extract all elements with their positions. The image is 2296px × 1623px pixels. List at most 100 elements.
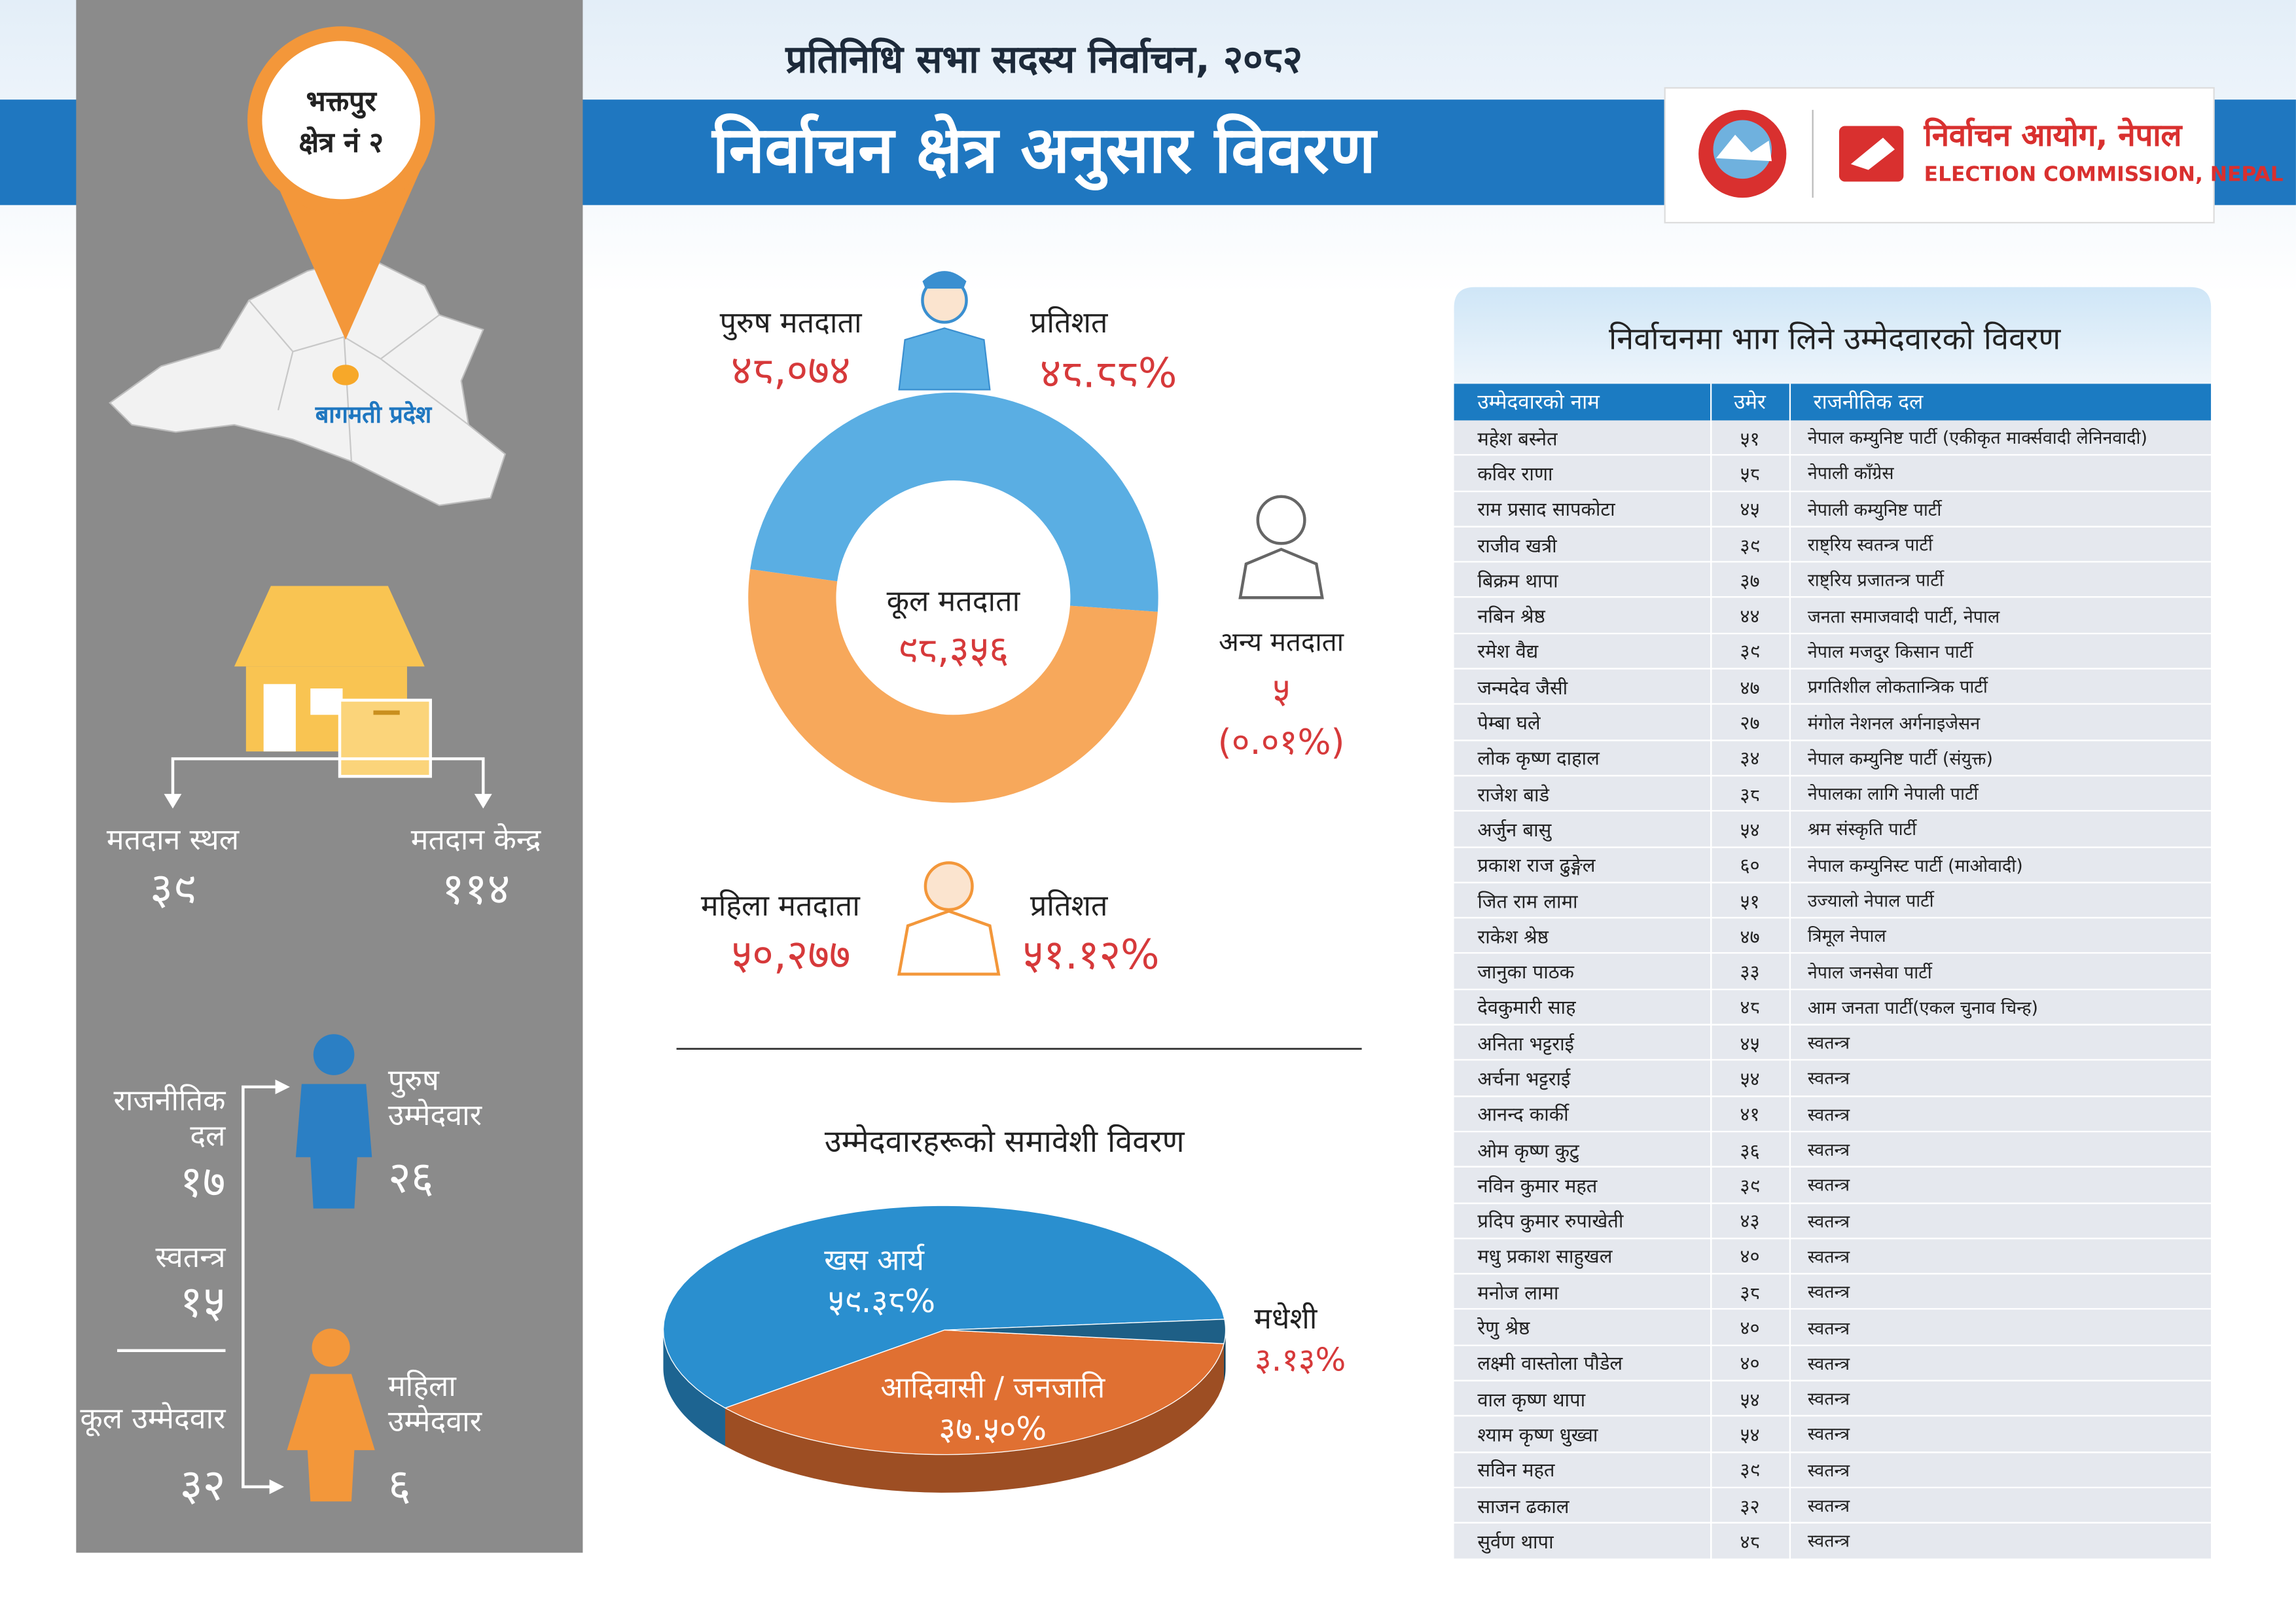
candidate-age: ४८ — [1710, 1523, 1790, 1560]
candidate-table: उम्मेदवारको नाम उमेर राजनीतिक दल महेश बस्न… — [1454, 383, 2212, 1560]
candidate-age: ४५ — [1710, 1024, 1790, 1061]
female-voter-icon — [897, 909, 1001, 976]
candidate-age: ३९ — [1710, 526, 1790, 563]
org-name-ne: निर्वाचन आयोग, नेपाल — [1924, 117, 2182, 153]
donut-center-title: कूल मतदाता — [886, 582, 1020, 618]
table-row: मनोज लामा ३८ स्वतन्त्र — [1454, 1274, 2212, 1310]
total-count: ३२ — [179, 1460, 226, 1512]
district-lines — [248, 300, 469, 462]
polling-stations-label: मतदान स्थल — [106, 821, 240, 857]
candidate-party: नेपालका लागि नेपाली पार्टी — [1789, 776, 2212, 812]
pie-title: उम्मेदवारहरूको समावेशी विवरण — [824, 1124, 1185, 1160]
independent-count: १५ — [179, 1277, 226, 1329]
candidate-name: सविन महत — [1454, 1452, 1712, 1488]
male-voter-icon — [922, 271, 967, 289]
value-label: (०.०१%) — [1217, 721, 1345, 763]
pie-slice — [944, 1319, 1227, 1344]
candidate-age: ५१ — [1710, 882, 1790, 919]
emblem — [1715, 134, 1772, 162]
candidate-age: ५१ — [1710, 420, 1790, 456]
candidate-age: २७ — [1710, 704, 1790, 741]
column-header: उम्मेदवारको नाम — [1454, 383, 1712, 421]
candidate-age: ३९ — [1710, 633, 1790, 670]
male-candidates: २६ — [387, 1152, 434, 1204]
polling-stations: ३९ — [150, 864, 196, 916]
candidate-age: ३३ — [1710, 954, 1790, 990]
candidate-age: ४० — [1710, 1345, 1790, 1382]
table-row: सविन महत ३९ स्वतन्त्र — [1454, 1452, 2212, 1488]
pie-label: खस आर्य — [824, 1242, 924, 1277]
candidate-party: स्वतन्त्र — [1789, 1238, 2212, 1275]
donut-segment — [750, 392, 1158, 612]
value-label: ५१.१२% — [1022, 930, 1160, 979]
total-label: कूल उम्मेदवार — [80, 1400, 226, 1436]
candidate-party: स्वतन्त्र — [1789, 1380, 2212, 1418]
table-row: मधु प्रकाश साहुखल ४० स्वतन्त्र — [1454, 1238, 2212, 1275]
candidate-party: स्वतन्त्र — [1789, 1096, 2212, 1133]
pie-slice — [662, 1205, 1225, 1409]
table-row: राजेश बाडे ३८ नेपालका लागि नेपाली पार्टी — [1454, 776, 2212, 812]
candidate-name: प्रदिप कुमार रुपाखेती — [1454, 1202, 1712, 1240]
female-icon — [312, 1329, 350, 1367]
table-row: जन्मदेव जैसी ४७ प्रगतिशील लोकतान्त्रिक पार… — [1454, 668, 2212, 705]
table-row: कविर राणा ५८ नेपाली काँग्रेस — [1454, 455, 2212, 492]
candidate-name: श्याम कृष्ण धुख्वा — [1454, 1416, 1712, 1453]
candidate-name: जन्मदेव जैसी — [1454, 668, 1712, 705]
candidate-party: आम जनता पार्टी(एकल चुनाव चिन्ह) — [1789, 989, 2212, 1026]
candidate-age: ४७ — [1710, 668, 1790, 705]
candidate-name: राम प्रसाद सापकोटा — [1454, 491, 1712, 527]
candidate-name: नबिन श्रेष्ठ — [1454, 597, 1712, 634]
candidate-name: जित राम लामा — [1454, 882, 1712, 919]
percent-title: प्रतिशत — [1030, 887, 1108, 923]
candidate-party: नेपाल कम्युनिस्ट पार्टी (माओवादी) — [1789, 846, 2212, 883]
candidate-name: मधु प्रकाश साहुखल — [1454, 1238, 1712, 1275]
table-row: अर्जुन बासु ५४ श्रम संस्कृति पार्टी — [1454, 811, 2212, 848]
candidate-name: राजीव खत्री — [1454, 526, 1712, 563]
org-name-en: ELECTION COMMISSION, NEPAL — [1924, 163, 2284, 187]
table-row: राकेश श्रेष्ठ ४७ त्रिमूल नेपाल — [1454, 918, 2212, 955]
candidate-party: स्वतन्त्र — [1789, 1345, 2212, 1382]
candidate-name: पेम्बा घले — [1454, 704, 1712, 741]
ec-logo — [1850, 137, 1895, 170]
candidate-age: ४३ — [1710, 1202, 1790, 1240]
polling-centers-label: मतदान केन्द्र — [410, 821, 541, 857]
candidate-age: ३४ — [1710, 740, 1790, 777]
table-title-panel — [1454, 287, 2212, 384]
table-row: बिक्रम थापा ३७ राष्ट्रिय प्रजातन्त्र पार्ट… — [1454, 562, 2212, 599]
candidate-name: अनिता भट्टराई — [1454, 1024, 1712, 1061]
table-row: जित राम लामा ५१ उज्यालो नेपाल पार्टी — [1454, 882, 2212, 919]
constituency-number: क्षेत्र नं २ — [298, 126, 384, 160]
candidate-name: आनन्द कार्की — [1454, 1096, 1712, 1133]
house-window — [310, 688, 343, 715]
candidate-name: प्रकाश राज ढुङ्गेल — [1454, 846, 1712, 883]
table-row: श्याम कृष्ण धुख्वा ५४ स्वतन्त्र — [1454, 1416, 2212, 1453]
female-candidates-label: महिला उम्मेदवार — [387, 1368, 482, 1439]
candidate-age: ५४ — [1710, 1060, 1790, 1097]
candidate-party: स्वतन्त्र — [1789, 1167, 2212, 1204]
pie-value-label: ३.१३% — [1255, 1343, 1346, 1380]
candidate-age: ४४ — [1710, 597, 1790, 634]
candidate-party: प्रगतिशील लोकतान्त्रिक पार्टी — [1789, 668, 2212, 705]
candidate-party: स्वतन्त्र — [1789, 1131, 2212, 1168]
candidate-age: ४० — [1710, 1238, 1790, 1275]
pie-slice — [724, 1329, 1225, 1455]
candidate-party: स्वतन्त्र — [1789, 1024, 2212, 1061]
male-voter-icon — [898, 327, 991, 391]
table-row: अर्चना भट्टराई ५४ स्वतन्त्र — [1454, 1060, 2212, 1097]
column-header: राजनीतिक दल — [1789, 383, 2212, 421]
candidate-name: नविन कुमार महत — [1454, 1167, 1712, 1204]
candidate-name: महेश बस्नेत — [1454, 420, 1712, 456]
candidate-age: ३८ — [1710, 1274, 1790, 1310]
candidate-age: ३७ — [1710, 562, 1790, 599]
table-row: प्रकाश राज ढुङ्गेल ६० नेपाल कम्युनिस्ट पार… — [1454, 846, 2212, 883]
pin — [262, 41, 421, 200]
candidate-name: वाल कृष्ण थापा — [1454, 1380, 1712, 1418]
donut-segment — [748, 569, 1158, 803]
candidate-party: नेपाली काँग्रेस — [1789, 455, 2212, 492]
candidate-name: कविर राणा — [1454, 455, 1712, 492]
province: बागमती प्रदेश — [315, 400, 432, 429]
table-header: उम्मेदवारको नाम उमेर राजनीतिक दल — [1454, 383, 2212, 421]
table-title: निर्वाचनमा भाग लिने उम्मेदवारको विवरण — [1609, 321, 2061, 357]
